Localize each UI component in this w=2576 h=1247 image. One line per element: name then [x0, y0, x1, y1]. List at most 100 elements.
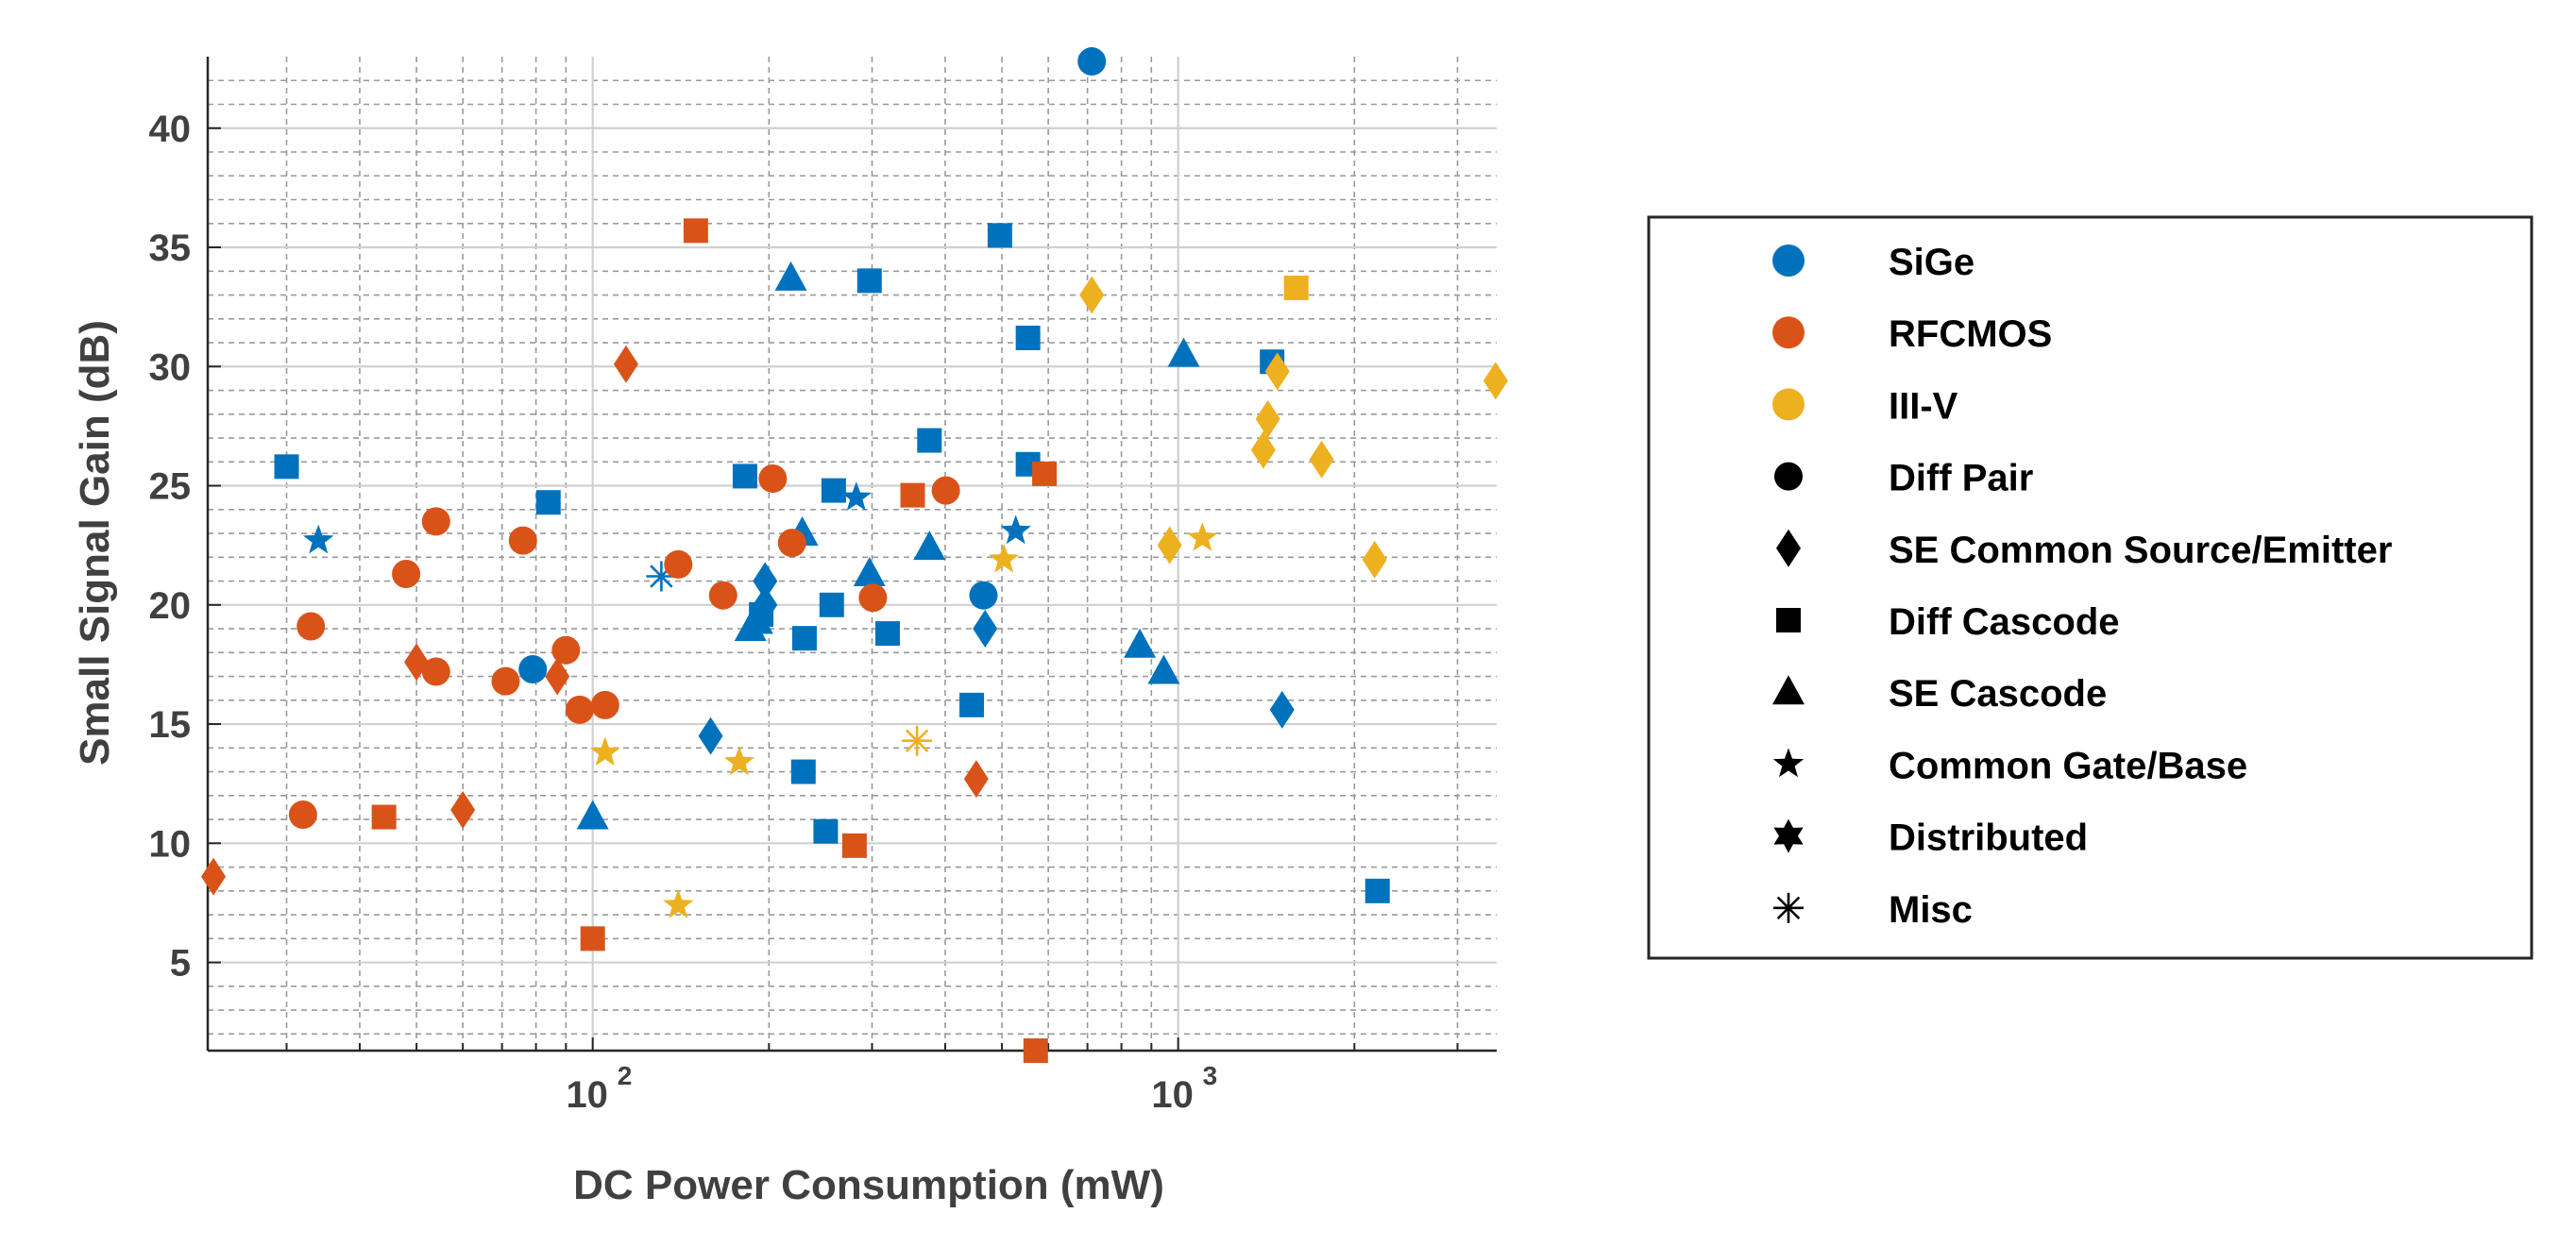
- data-point-circle: [931, 476, 960, 505]
- data-point-circle: [297, 612, 326, 641]
- data-point-square: [1283, 275, 1309, 300]
- data-point-square: [959, 692, 985, 717]
- data-point-square: [791, 626, 817, 651]
- data-point-circle: [421, 657, 450, 686]
- x-axis-title: DC Power Consumption (mW): [573, 1162, 1164, 1208]
- data-point-circle: [777, 529, 806, 558]
- data-point-circle: [508, 526, 537, 555]
- data-point-square: [917, 428, 942, 453]
- data-point-circle: [421, 507, 450, 536]
- legend-color-swatch: [1772, 316, 1805, 349]
- data-point-circle: [551, 635, 581, 665]
- data-point-square: [683, 218, 708, 244]
- legend-label: III-V: [1889, 385, 1958, 427]
- legend-item: III-V: [1772, 385, 1958, 427]
- data-point-square: [841, 833, 867, 858]
- asterisk-stroke: [905, 729, 929, 752]
- legend-label: Common Gate/Base: [1889, 745, 2247, 786]
- data-point-pentagram: [303, 524, 334, 554]
- data-point-circle: [392, 559, 421, 588]
- data-point-diamond: [201, 857, 227, 896]
- data-point-diamond: [1362, 540, 1387, 579]
- data-point-square: [1015, 325, 1041, 350]
- data-point-circle: [969, 581, 998, 610]
- data-point-pentagram: [1000, 514, 1031, 545]
- legend-marker-pentagram-icon: [1772, 748, 1805, 778]
- legend-marker-triangle-icon: [1772, 675, 1805, 705]
- data-point-diamond: [753, 562, 778, 600]
- major-grid: [208, 57, 1497, 1051]
- y-tick-label: 15: [149, 704, 192, 746]
- legend-item: Diff Pair: [1774, 458, 2033, 499]
- x-tick-label-exponent: 3: [1203, 1061, 1218, 1090]
- legend: SiGe RFCMOS III-V Diff Pair SE Common Source…: [1647, 215, 2534, 960]
- data-point-square: [813, 818, 839, 844]
- legend-item: SE Cascode: [1772, 673, 2107, 715]
- minor-grid: [208, 57, 1497, 1051]
- data-point-square: [274, 454, 299, 480]
- asterisk-stroke: [1776, 896, 1801, 920]
- data-point-diamond: [1269, 690, 1295, 729]
- data-point-square: [875, 621, 901, 647]
- data-point-square: [790, 759, 816, 784]
- data-point-square: [535, 490, 561, 515]
- data-point-circle: [518, 654, 548, 683]
- data-point-square: [856, 268, 882, 294]
- y-axis-title: Small Signal Gain (dB): [72, 320, 118, 766]
- data-point-diamond: [1157, 526, 1182, 565]
- data-point-asterisk: [902, 725, 933, 756]
- data-point-triangle: [1167, 337, 1200, 367]
- data-point-square: [900, 482, 925, 508]
- legend-item: RFCMOS: [1772, 313, 2052, 355]
- data-point-triangle: [576, 800, 609, 830]
- y-tick-label: 30: [149, 346, 192, 388]
- data-point-diamond: [698, 716, 723, 755]
- legend-color-swatch: [1772, 388, 1805, 421]
- data-point-triangle: [1124, 628, 1157, 658]
- data-point-diamond: [1264, 352, 1290, 391]
- data-point-pentagram: [589, 736, 620, 767]
- data-point-square: [819, 592, 844, 617]
- data-point-pentagram: [1187, 522, 1218, 551]
- legend-item: Diff Cascode: [1776, 601, 2120, 643]
- data-point-circle: [491, 666, 520, 696]
- legend-item: SiGe: [1772, 242, 1974, 283]
- data-point-diamond: [1255, 399, 1280, 438]
- data-point-diamond: [545, 657, 570, 696]
- legend-item: Common Gate/Base: [1772, 745, 2247, 786]
- legend-label: Diff Cascode: [1889, 601, 2120, 643]
- data-point-square: [732, 463, 757, 489]
- data-point-triangle: [853, 556, 886, 586]
- x-tick-label: 10 2: [566, 1061, 632, 1116]
- data-point-triangle: [1147, 654, 1180, 684]
- legend-marker-diamond-icon: [1776, 529, 1801, 567]
- data-point-square: [371, 804, 397, 830]
- legend-items: SiGe RFCMOS III-V Diff Pair SE Common Source…: [1772, 242, 2392, 931]
- data-point-diamond: [1483, 362, 1508, 400]
- y-tick-label: 40: [149, 109, 192, 150]
- data-point-pentagram: [989, 543, 1020, 573]
- data-point-diamond: [1250, 430, 1276, 469]
- legend-marker-square-icon: [1776, 608, 1801, 632]
- legend-marker-hexagram-icon: [1773, 818, 1804, 853]
- data-point-circle: [1077, 47, 1107, 76]
- legend-item: Distributed: [1773, 817, 2088, 859]
- y-tick-label: 10: [149, 823, 192, 865]
- data-point-pentagram: [840, 481, 872, 511]
- x-tick-label-base: 10: [1151, 1074, 1194, 1116]
- data-point-circle: [590, 690, 619, 719]
- data-point-pentagram: [723, 746, 755, 776]
- legend-marker-asterisk-icon: [1773, 892, 1804, 923]
- y-tick-label: 25: [149, 466, 192, 508]
- data-point-circle: [758, 463, 788, 493]
- legend-item: SE Common Source/Emitter: [1776, 529, 2392, 571]
- y-tick-label: 5: [170, 943, 191, 985]
- x-tick-label-base: 10: [566, 1074, 608, 1116]
- data-point-triangle: [913, 531, 946, 561]
- tick-labels: 5 10 15 20 25 30 35 40 10 2 10 3: [149, 109, 1218, 1116]
- y-tick-label: 20: [149, 585, 192, 627]
- legend-label: SE Common Source/Emitter: [1889, 530, 2392, 571]
- legend-label: Misc: [1889, 889, 1973, 931]
- series-iii-v: [589, 275, 1508, 918]
- data-point-circle: [288, 800, 317, 830]
